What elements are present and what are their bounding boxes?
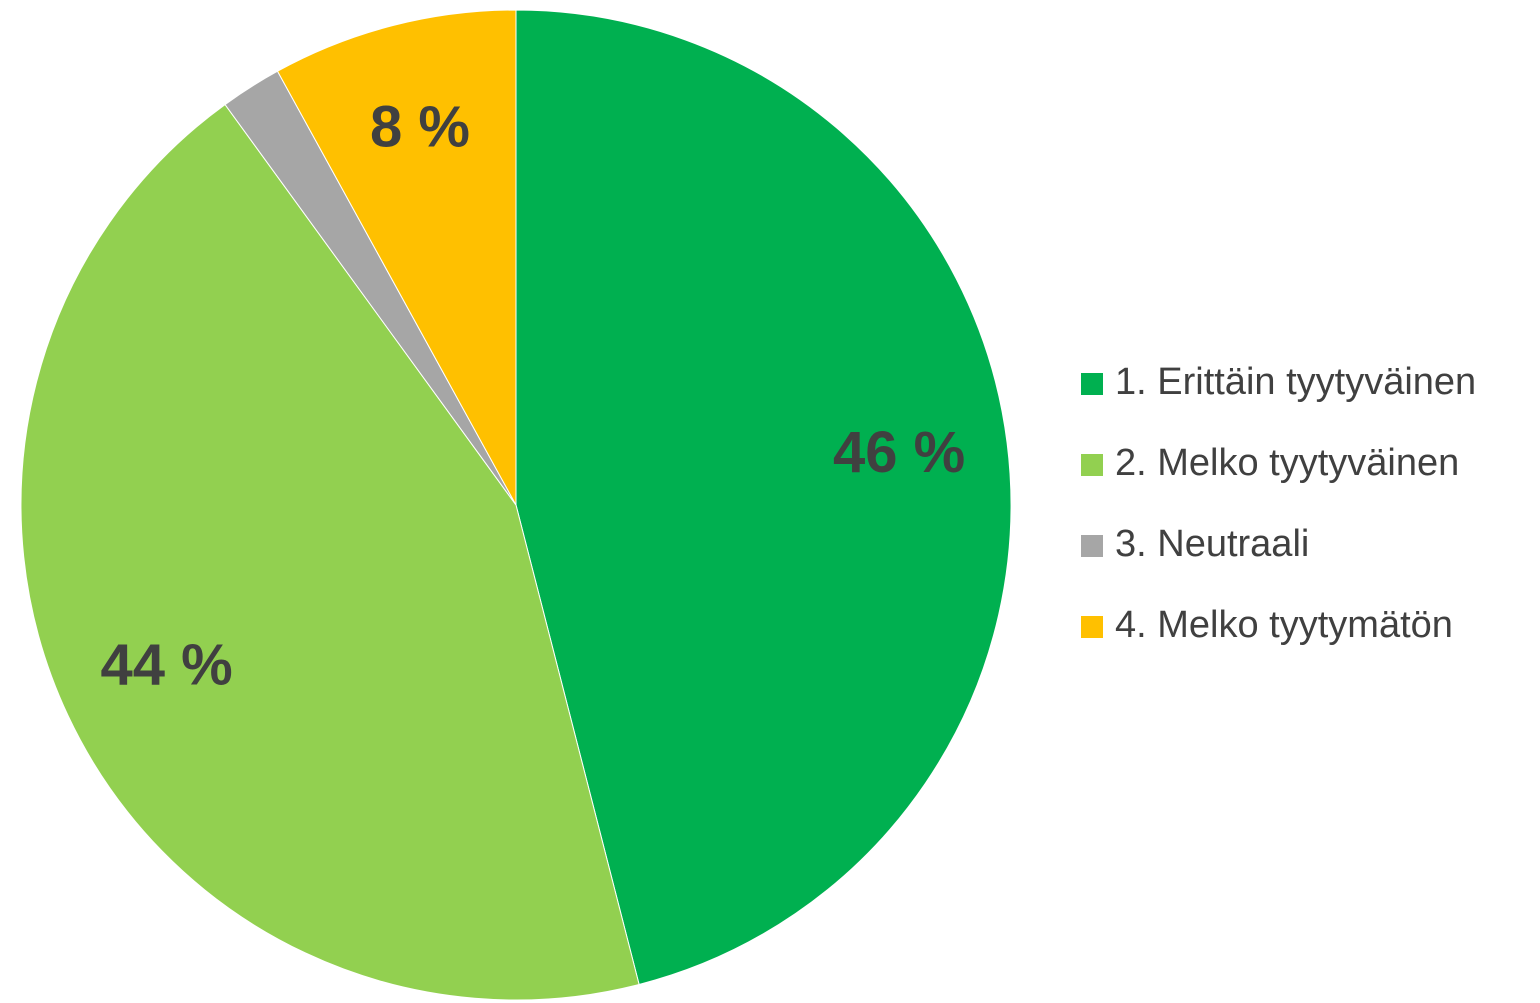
data-label: 46 % xyxy=(833,420,965,485)
legend-label: 3. Neutraali xyxy=(1115,523,1309,565)
legend-swatch xyxy=(1081,535,1103,557)
legend-swatch xyxy=(1081,616,1103,638)
legend-label: 1. Erittäin tyytyväinen xyxy=(1115,361,1476,403)
pie-slice xyxy=(20,103,640,1001)
pie-slice xyxy=(515,9,1012,986)
legend-swatch xyxy=(1081,373,1103,395)
pie-slice xyxy=(276,9,517,506)
data-label: 8 % xyxy=(370,94,470,159)
legend-label: 4. Melko tyytymätön xyxy=(1115,604,1453,646)
legend-swatch xyxy=(1081,454,1103,476)
data-label: 44 % xyxy=(101,633,233,698)
legend-label: 2. Melko tyytyväinen xyxy=(1115,442,1459,484)
